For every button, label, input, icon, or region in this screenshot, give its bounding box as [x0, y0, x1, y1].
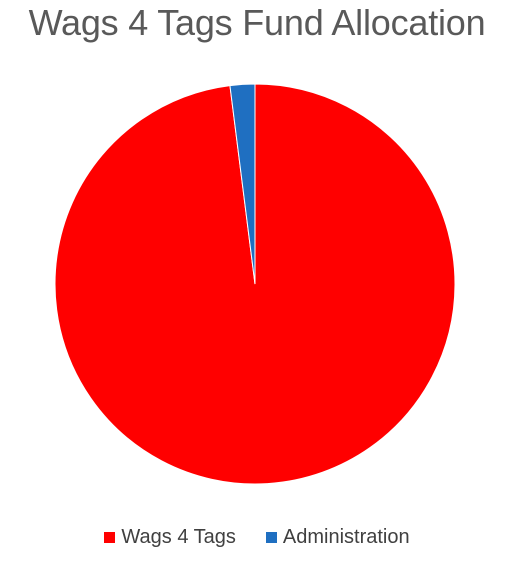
legend-swatch-wags-4-tags: [104, 532, 116, 543]
legend-item-wags-4-tags: Wags 4 Tags: [104, 526, 236, 549]
pie-slice-administration: [229, 83, 256, 285]
legend-label-wags-4-tags: Wags 4 Tags: [121, 526, 236, 548]
legend-swatch-administration: [265, 532, 277, 543]
chart-title: Wags 4 Tags Fund Allocation: [28, 2, 486, 43]
legend-label-administration: Administration: [282, 526, 410, 548]
pie-slices: [54, 83, 456, 485]
legend: Wags 4 Tags Administration: [0, 526, 514, 549]
legend-item-administration: Administration: [265, 526, 410, 549]
